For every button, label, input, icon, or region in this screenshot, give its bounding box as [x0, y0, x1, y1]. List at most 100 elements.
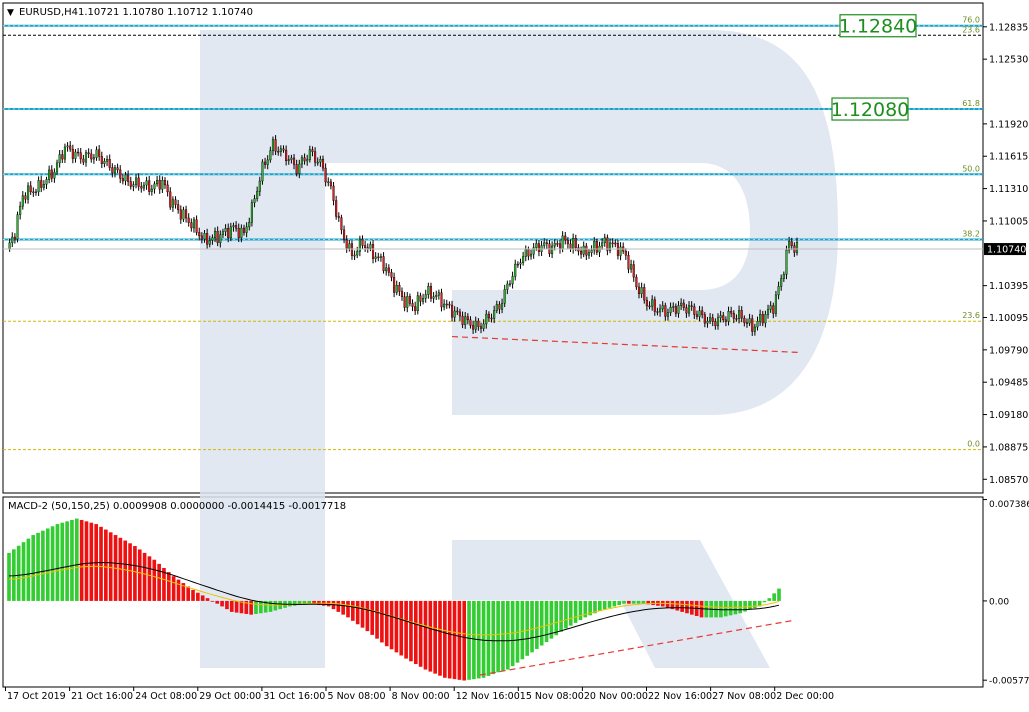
macd-histogram-bar [176, 579, 181, 601]
macd-histogram-bar [564, 600, 568, 629]
candle-body [656, 311, 659, 313]
candle-body [677, 305, 680, 314]
fib-levels: 76.023.661.850.038.223.60.0 [3, 16, 983, 451]
candle-body [353, 254, 356, 257]
macd-histogram-bar [142, 552, 147, 601]
candle-body [119, 169, 122, 179]
time-tick-label: 27 Nov 08:00 [712, 691, 776, 702]
candle-body [716, 317, 720, 327]
candle-body [129, 181, 132, 187]
macd-histogram-bar [443, 600, 447, 678]
candle-body [211, 237, 214, 241]
candle-body [382, 256, 385, 272]
macd-histogram-bar [418, 600, 423, 667]
macd-histogram-bar [636, 600, 641, 604]
macd-histogram-bar [646, 600, 651, 605]
candle-body [690, 305, 693, 307]
price-tick-label: 1.08570 [989, 475, 1028, 486]
candle-body [474, 320, 477, 330]
candle-body [440, 292, 443, 308]
candle-body [387, 267, 390, 273]
candle-body [248, 222, 251, 228]
target-price-box [831, 97, 909, 121]
macd-main-line [8, 562, 780, 642]
candle-body [92, 157, 95, 160]
candle-body [485, 313, 488, 325]
macd-histogram-bar [602, 600, 607, 610]
candle-body [279, 148, 282, 152]
candle-body [524, 249, 527, 257]
candle-body [16, 214, 19, 240]
macd-histogram-bar [157, 563, 161, 601]
candle-body [316, 161, 319, 164]
candle-body [635, 276, 638, 288]
macd-histogram-bar [254, 600, 258, 614]
price-tick-label: 1.08875 [989, 442, 1028, 453]
macd-histogram-bar [89, 522, 94, 601]
time-tick-label: 31 Oct 16:00 [263, 691, 325, 702]
candle-body [537, 243, 540, 252]
price-tick-label: 1.09790 [989, 345, 1028, 356]
macd-histogram-bar [123, 540, 128, 601]
macd-histogram-bar [394, 600, 399, 653]
candle-body [195, 219, 198, 233]
candle-body [27, 185, 30, 200]
candle-body [113, 167, 117, 174]
price-tick-label: 1.10095 [989, 313, 1028, 324]
macd-histogram-bar [21, 542, 26, 601]
macd-histogram-bar [99, 526, 103, 601]
candle-body [477, 320, 480, 327]
candle-body [287, 159, 290, 162]
candle-body [627, 255, 630, 270]
macd-histogram-bar [50, 526, 55, 601]
candle-body [761, 314, 764, 324]
macd-histogram-bar [355, 600, 360, 625]
candle-body [427, 286, 430, 295]
candle-body [285, 149, 288, 162]
candle-body [714, 321, 717, 327]
candle-body [448, 303, 451, 306]
macd-histogram-bar [631, 600, 636, 604]
macd-histogram-bar [26, 538, 31, 601]
symbol-dropdown-icon[interactable]: ▼ [7, 8, 14, 18]
candle-body [337, 216, 340, 218]
candle-body [411, 303, 414, 307]
candle-body [590, 249, 593, 253]
time-tick-label: 29 Oct 00:00 [199, 691, 261, 702]
candle-body [32, 191, 35, 194]
macd-histogram-bar [462, 600, 467, 681]
macd-tick-label: 0.0073868 [989, 500, 1029, 510]
candle-body [132, 184, 135, 187]
candle-body [464, 316, 467, 325]
candle-body [364, 245, 367, 248]
candle-body [258, 180, 261, 192]
candle-body [290, 157, 293, 160]
candle-body [522, 256, 525, 263]
candle-body [261, 161, 264, 182]
candle-body [306, 159, 309, 162]
candle-body [400, 291, 404, 298]
fib-level-label: 61.8 [962, 99, 980, 108]
time-tick-label: 17 Oct 2019 [7, 691, 66, 702]
overlays: 1.10740 1.12840 1.12080 [3, 14, 1026, 354]
candle-body [545, 242, 548, 244]
macd-histogram-bar [472, 600, 476, 680]
macd-histogram-bar [501, 600, 505, 671]
macd-histogram-bar [486, 600, 491, 676]
macd-histogram-bar [447, 600, 452, 679]
macd-histogram-bar [249, 600, 253, 615]
candle-body [106, 158, 109, 162]
candle-body [198, 232, 201, 237]
macd-histogram-bar [665, 600, 670, 608]
candle-body [648, 305, 651, 308]
fib-level-label: 50.0 [962, 164, 980, 173]
candle-body [377, 256, 380, 259]
candle-body [48, 169, 51, 180]
target-price-box [839, 14, 917, 38]
candle-body [680, 302, 683, 306]
candle-body [574, 238, 577, 248]
macd-histogram-bar [728, 600, 733, 616]
candle-body [640, 287, 643, 294]
candle-body [40, 180, 43, 188]
